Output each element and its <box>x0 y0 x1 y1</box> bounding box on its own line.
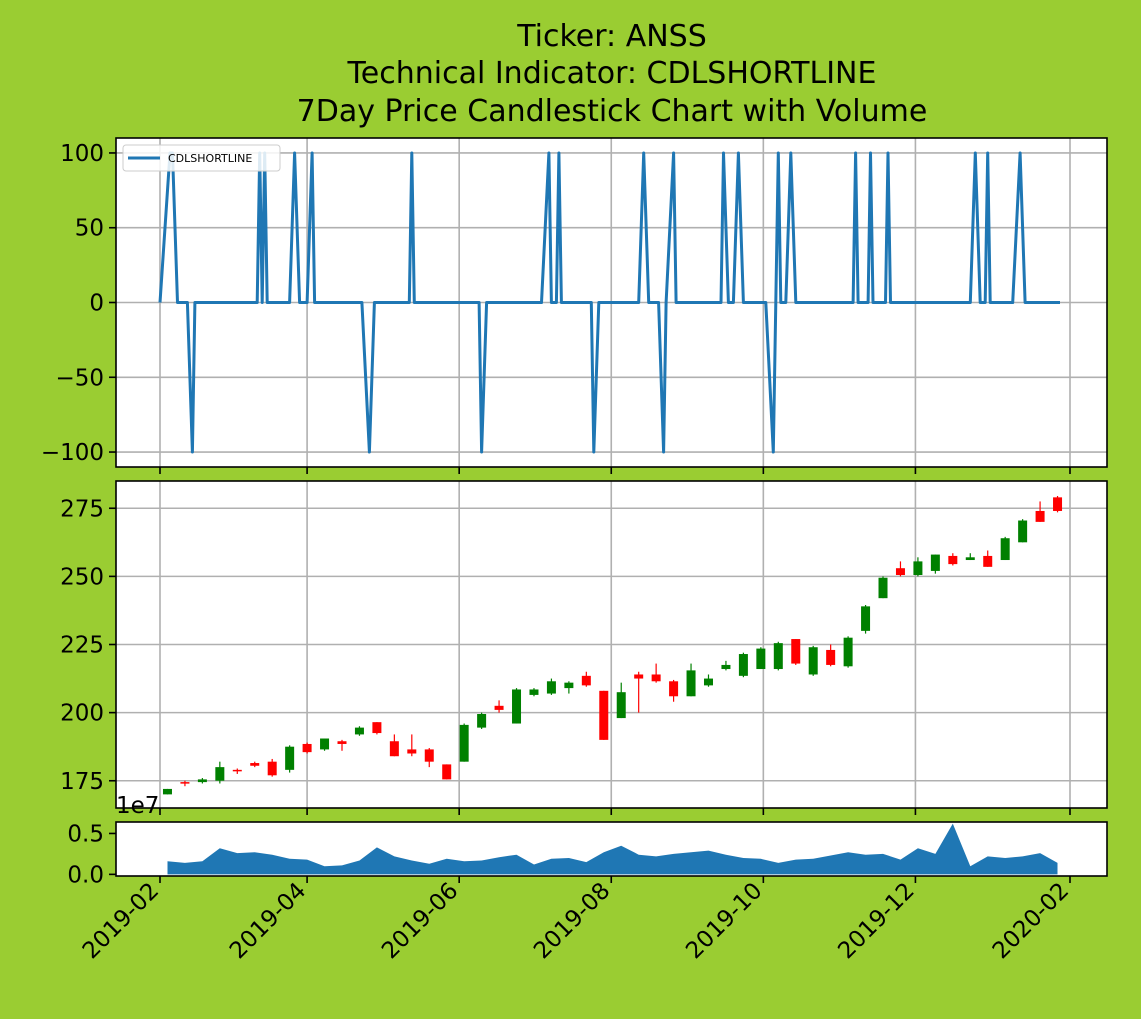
candle-body-28 <box>651 674 661 682</box>
volume-offset-label: 1e7 <box>116 793 159 819</box>
candle-body-44 <box>930 554 940 571</box>
candle-body-12 <box>372 722 382 734</box>
indicator-ytick-label-2: 0 <box>89 291 104 317</box>
candle-body-34 <box>756 648 766 670</box>
candle-body-46 <box>965 557 975 561</box>
candle-body-0 <box>162 788 172 795</box>
candle-body-27 <box>634 674 644 679</box>
indicator-ytick-label-4: −100 <box>41 440 104 466</box>
candle-body-26 <box>616 692 626 719</box>
candle-body-33 <box>738 654 748 676</box>
x-tick-label-1: 2019-04 <box>225 878 311 964</box>
candle-body-11 <box>354 727 364 735</box>
candle-body-31 <box>703 678 713 686</box>
price-ytick-label-4: 175 <box>60 769 104 795</box>
volume-panel: 0.5 0.0 <box>67 821 1108 888</box>
candle-body-20 <box>512 689 522 724</box>
indicator-ytick-label-1: 50 <box>75 216 104 242</box>
candle-body-37 <box>808 647 818 675</box>
candle-body-22 <box>546 681 556 694</box>
candle-body-25 <box>599 690 609 740</box>
candle-body-47 <box>983 555 993 567</box>
price-ytick-label-0: 275 <box>60 496 104 522</box>
candle-body-32 <box>721 664 731 670</box>
candle-body-39 <box>843 637 853 667</box>
price-panel: 275 250 225 200 175 <box>60 480 1108 815</box>
x-tick-label-0: 2019-02 <box>78 878 164 964</box>
candle-body-51 <box>1053 497 1063 511</box>
candle-body-15 <box>424 749 434 762</box>
x-tick-label-2: 2019-06 <box>377 878 463 964</box>
candle-body-21 <box>529 689 539 695</box>
candle-body-24 <box>581 675 591 686</box>
candle-body-40 <box>861 606 871 631</box>
candle-body-41 <box>878 577 888 599</box>
candle-body-4 <box>232 769 242 772</box>
x-tick-label-6: 2020-02 <box>988 878 1074 964</box>
candle-body-48 <box>1000 538 1010 561</box>
candle-body-7 <box>285 746 295 770</box>
price-frame <box>115 480 1108 809</box>
candle-body-16 <box>442 764 452 780</box>
candle-body-10 <box>337 741 347 744</box>
x-axis: 2019-02 2019-04 2019-06 2019-08 2019-10 2019-… <box>78 876 1074 964</box>
candle-body-35 <box>773 643 783 670</box>
candle-body-36 <box>791 639 801 664</box>
candle-body-13 <box>389 741 399 757</box>
candle-body-2 <box>197 779 207 783</box>
candle-body-3 <box>215 767 225 781</box>
candle-body-43 <box>913 561 923 576</box>
x-tick-label-4: 2019-10 <box>681 878 767 964</box>
chart-title-line-2: Technical Indicator: CDLSHORTLINE <box>347 56 877 91</box>
indicator-ytick-label-0: 100 <box>60 141 104 167</box>
price-ytick-label-1: 250 <box>60 564 104 590</box>
volume-ytick-label-1: 0.0 <box>67 862 104 888</box>
candle-body-50 <box>1035 510 1045 522</box>
candle-body-17 <box>459 724 469 762</box>
candle-body-14 <box>407 749 417 754</box>
candle-body-8 <box>302 743 312 753</box>
indicator-frame <box>115 137 1108 468</box>
candle-body-30 <box>686 670 696 697</box>
chart-title-line-1: Ticker: ANSS <box>516 19 707 54</box>
candle-body-6 <box>267 761 277 776</box>
price-ytick-label-3: 200 <box>60 701 104 727</box>
candle-body-18 <box>477 713 487 728</box>
candle-body-23 <box>564 682 574 689</box>
volume-area-series <box>167 823 1058 875</box>
candle-body-1 <box>180 782 190 784</box>
indicator-panel: 100 50 0 −50 −100 CDLSHORTLINE <box>41 137 1108 474</box>
candle-body-29 <box>669 681 679 697</box>
legend-label: CDLSHORTLINE <box>168 152 252 165</box>
volume-ytick-label-0: 0.5 <box>67 821 104 847</box>
candle-body-5 <box>250 763 260 766</box>
legend-box <box>122 144 281 172</box>
candle-body-49 <box>1018 520 1028 543</box>
candle-body-45 <box>948 555 958 565</box>
price-ytick-label-2: 225 <box>60 633 104 659</box>
indicator-ytick-label-3: −50 <box>55 365 104 391</box>
candle-body-38 <box>826 649 836 665</box>
candle-body-19 <box>494 705 504 710</box>
indicator-line-series <box>158 151 1060 454</box>
x-tick-label-3: 2019-08 <box>529 878 615 964</box>
candle-body-9 <box>320 738 330 750</box>
candle-body-42 <box>895 568 905 576</box>
x-tick-label-5: 2019-12 <box>833 878 919 964</box>
chart-title-line-3: 7Day Price Candlestick Chart with Volume <box>297 94 928 129</box>
